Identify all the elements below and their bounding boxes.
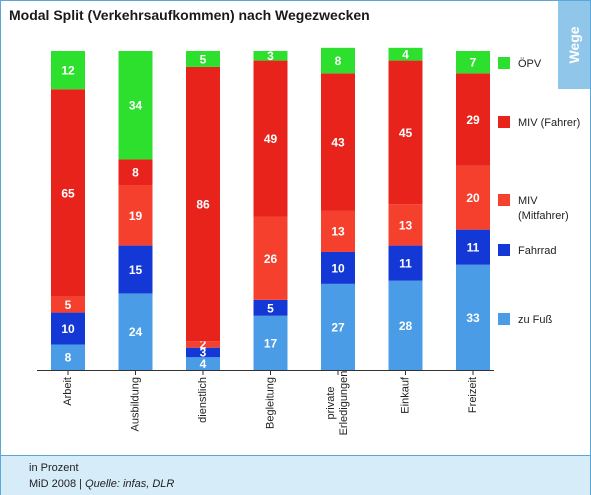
legend-label: Fahrrad (518, 245, 557, 257)
bar-segment (186, 357, 220, 370)
footer: in Prozent MiD 2008 | Quelle: infas, DLR (1, 455, 590, 495)
x-tick-label: dienstlich (197, 377, 209, 423)
bar-segment (253, 315, 288, 370)
data-label: 34 (129, 99, 143, 113)
data-label: 5 (200, 52, 207, 66)
data-label: 3 (200, 345, 207, 359)
data-label: 4 (402, 48, 409, 62)
data-label: 8 (65, 351, 72, 365)
data-label: 27 (331, 320, 345, 334)
bar-segment (253, 60, 288, 217)
bar-segment (51, 296, 85, 313)
data-label: 65 (61, 186, 75, 200)
bar-segment (253, 216, 288, 300)
x-tick-label: Freizeit (467, 377, 479, 413)
bar-segment (456, 229, 490, 265)
bar-segment (388, 60, 423, 205)
data-label: 11 (467, 241, 480, 255)
bar-segment (456, 73, 490, 166)
source-note: MiD 2008 | Quelle: infas, DLR (29, 478, 174, 490)
bar-segment (456, 51, 490, 74)
data-label: 26 (264, 252, 278, 266)
bar-segment (388, 204, 423, 246)
chart-title: Modal Split (Verkehrsaufkommen) nach Weg… (9, 7, 370, 23)
legend-swatch (498, 57, 510, 69)
bar-segment (253, 299, 288, 316)
x-tick-label: Ausbildung (130, 377, 142, 431)
legend-swatch (498, 244, 510, 256)
data-label: 10 (61, 322, 75, 336)
data-label: 43 (331, 135, 345, 149)
legend-label: MIV (Fahrer) (518, 117, 580, 129)
x-tick-label: Begleitung (265, 377, 277, 429)
legend-swatch (498, 116, 510, 128)
bar-segment (388, 280, 423, 370)
bar-segment (51, 344, 85, 370)
bar-segment (51, 312, 85, 345)
data-label: 33 (466, 311, 480, 325)
data-label: 5 (267, 301, 274, 315)
data-label: 19 (129, 209, 143, 223)
legend-label: zu Fuß (518, 314, 553, 326)
data-label: 3 (267, 49, 274, 63)
legend-label: MIV (Mitfahrer) (518, 195, 569, 222)
bar-segment (321, 210, 355, 252)
bar-segment (118, 184, 153, 246)
data-label: 24 (129, 325, 143, 339)
data-label: 5 (65, 298, 72, 312)
stacked-bar-chart: 81056512Arbeit241519834Ausbildung432865d… (37, 47, 580, 436)
bar-segment (51, 51, 85, 90)
bar-segment (321, 283, 355, 370)
data-label: 8 (335, 54, 342, 68)
data-label: 11 (399, 257, 412, 271)
bar-segment (456, 264, 490, 370)
x-tick-label: Arbeit (62, 377, 74, 406)
bar-segment (186, 51, 220, 67)
unit-note: in Prozent (29, 462, 79, 474)
bar-segment (321, 47, 355, 74)
data-label: 2 (200, 337, 207, 351)
bar-segment (321, 73, 355, 211)
bar-segment (388, 245, 423, 281)
data-label: 29 (466, 113, 480, 127)
source-text: Quelle: infas, DLR (85, 478, 175, 490)
data-label: 4 (200, 357, 207, 371)
data-label: 28 (399, 319, 413, 333)
data-label: 13 (331, 225, 345, 239)
bar-segment (118, 51, 153, 160)
data-label: 7 (470, 56, 477, 70)
bar-segment (253, 51, 288, 61)
bar-segment (118, 245, 153, 294)
bar-segment (186, 347, 220, 358)
bar-segment (321, 251, 355, 284)
bar-segment (186, 66, 220, 342)
x-tick-label: privateErledigungen (325, 371, 350, 436)
bar-segment (388, 47, 423, 61)
bar-segment (186, 341, 220, 348)
data-label: 12 (61, 64, 75, 78)
data-label: 10 (331, 261, 345, 275)
legend-label: ÖPV (518, 58, 542, 70)
data-label: 15 (129, 263, 143, 277)
source-prefix: MiD 2008 | (29, 478, 86, 490)
data-label: 86 (196, 198, 210, 212)
data-label: 49 (264, 132, 278, 146)
section-tag: Wege (558, 1, 590, 89)
bar-segment (51, 89, 85, 297)
x-tick-label: Einkauf (400, 376, 412, 414)
bar-segment (118, 159, 153, 185)
bar-segment (456, 165, 490, 230)
data-label: 8 (132, 166, 139, 180)
legend-swatch (498, 194, 510, 206)
data-label: 17 (264, 336, 278, 350)
legend-swatch (498, 313, 510, 325)
data-label: 13 (399, 218, 413, 232)
data-label: 45 (399, 126, 413, 140)
data-label: 20 (466, 191, 480, 205)
bar-segment (118, 293, 153, 370)
